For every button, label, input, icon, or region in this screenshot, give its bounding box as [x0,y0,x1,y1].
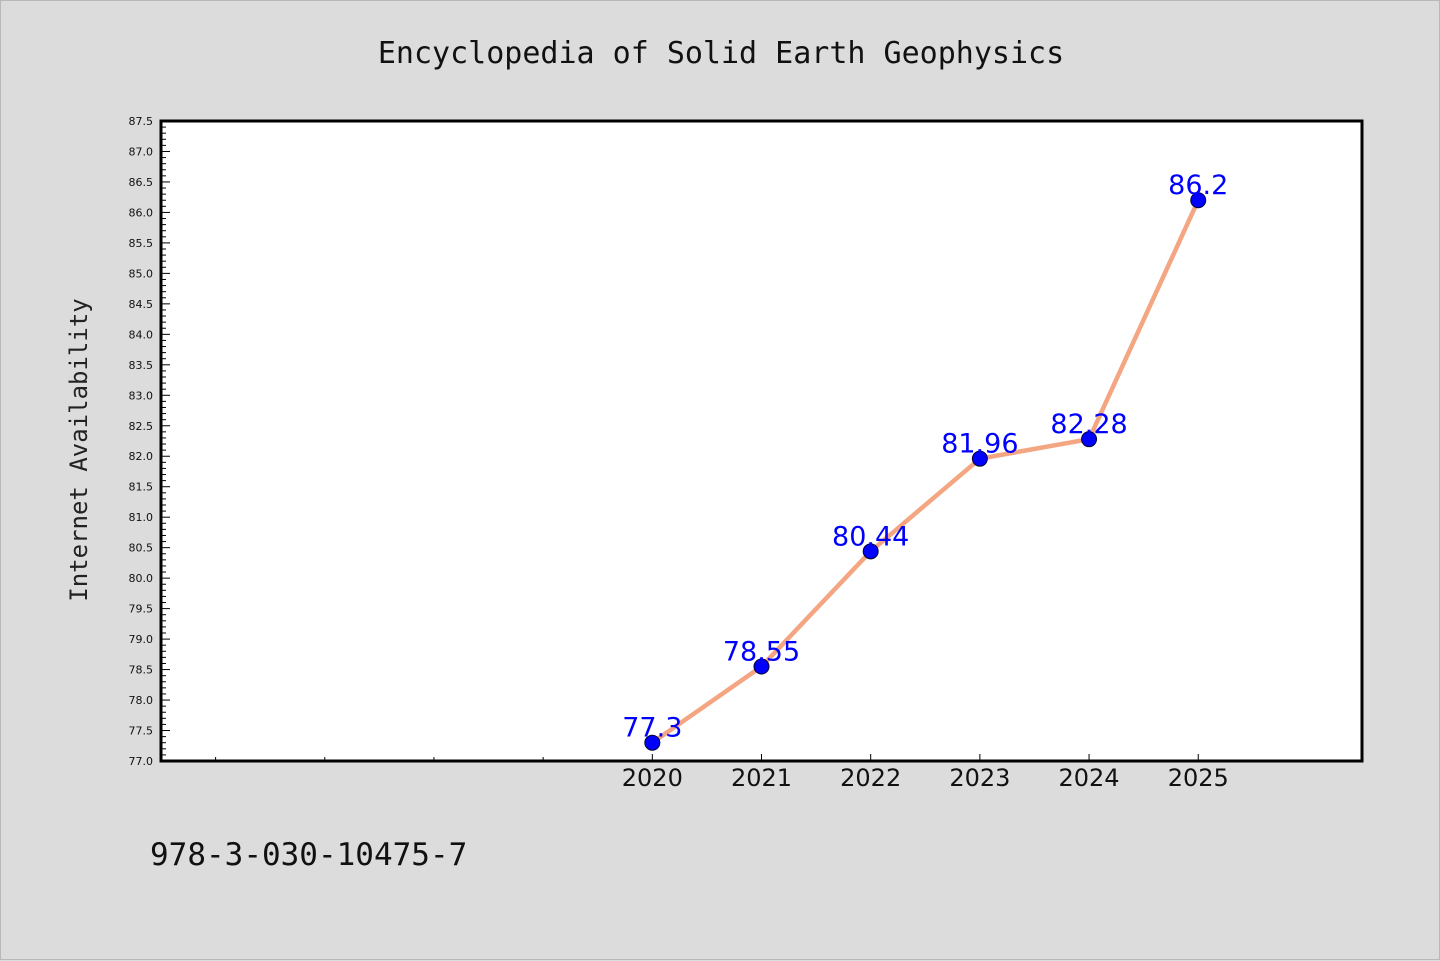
y-tick-label: 80.0 [129,572,154,585]
data-label: 86.2 [1168,170,1228,201]
y-tick-label: 77.0 [129,755,154,768]
y-tick-label: 78.0 [129,694,154,707]
y-tick-label: 82.0 [129,450,154,463]
data-point [1081,431,1098,448]
x-axis-ticks: 2020 2021 2022 2023 2024 2025 [215,754,1229,792]
y-tick-label: 79.5 [129,603,154,616]
y-tick-label: 77.5 [129,725,154,738]
series-polyline [650,197,1201,745]
data-label: 78.55 [723,637,800,668]
data-point [644,734,661,751]
data-labels: 77.3 78.55 80.44 81.96 82.28 86.2 [622,170,1228,743]
y-tick-label: 83.5 [129,359,154,372]
data-label: 82.28 [1050,409,1127,440]
data-label: 80.44 [832,521,909,552]
series-markers [644,192,1207,751]
x-tick-label: 2023 [949,764,1010,792]
y-tick-label: 84.5 [129,298,154,311]
chart-title: Encyclopedia of Solid Earth Geophysics [378,36,1064,71]
x-tick-label: 2025 [1168,764,1229,792]
y-tick-label: 81.0 [129,511,154,524]
y-tick-label: 80.5 [129,542,154,555]
data-label: 81.96 [941,429,1018,460]
isbn-text: 978-3-030-10475-7 [150,837,467,873]
data-point [1190,192,1207,209]
y-tick-label: 85.0 [129,267,154,280]
plot-area [161,121,1362,761]
data-point [862,543,879,560]
y-tick-label: 86.0 [129,206,154,219]
y-axis-label: Internet Availability [65,298,93,601]
x-tick-label: 2021 [731,764,792,792]
data-point [971,450,988,467]
y-tick-label: 87.0 [129,145,154,158]
y-tick-label: 79.0 [129,633,154,646]
data-label: 77.3 [622,713,682,744]
y-tick-label: 85.5 [129,237,154,250]
y-tick-label: 87.5 [129,115,154,128]
y-tick-label: 81.5 [129,481,154,494]
y-tick-label: 84.0 [129,328,154,341]
y-tick-label: 82.5 [129,420,154,433]
y-tick-label: 78.5 [129,664,154,677]
x-tick-label: 2024 [1059,764,1120,792]
series-line [650,197,1201,745]
x-tick-label: 2020 [622,764,683,792]
y-tick-label: 86.5 [129,176,154,189]
data-point [753,658,770,675]
plot-border [159,119,1364,763]
x-tick-label: 2022 [840,764,901,792]
y-tick-label: 83.0 [129,389,154,402]
